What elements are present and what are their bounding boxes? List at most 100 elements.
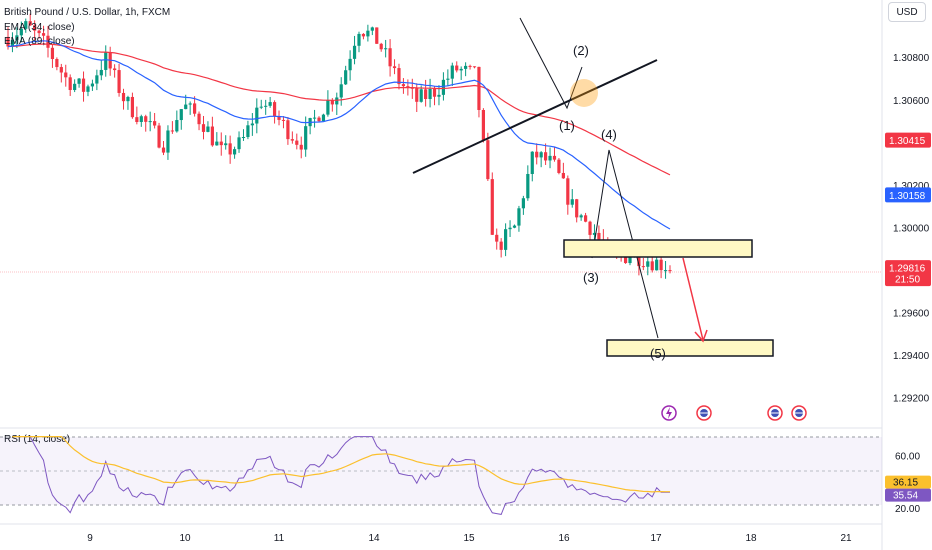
price-axis[interactable]: 1.30800 1.30600 1.30200 1.30000 1.29600 1.294… xyxy=(885,53,931,405)
rsi-tag-label: 36.15 xyxy=(893,478,918,489)
candle-body xyxy=(455,65,459,71)
candle-body xyxy=(135,117,139,122)
candle-body xyxy=(33,25,37,31)
candle-body xyxy=(548,155,552,161)
candle-body xyxy=(459,68,463,71)
candle-body xyxy=(330,100,334,105)
candle-body xyxy=(472,66,477,68)
candle-body xyxy=(113,68,117,71)
ema-fast-line xyxy=(7,40,671,230)
price-tag-label: 1.29816 xyxy=(889,264,926,275)
wave-label-4: (4) xyxy=(601,127,617,142)
time-tick-label: 18 xyxy=(745,533,757,544)
price-tick-label: 1.30000 xyxy=(893,223,930,234)
candle-body xyxy=(95,75,99,84)
time-tick-label: 14 xyxy=(368,533,380,544)
projection-arrow-head[interactable] xyxy=(694,329,708,343)
candle-body xyxy=(646,261,650,267)
candle-body xyxy=(366,30,370,37)
candle-body xyxy=(419,89,423,102)
rsi-axis[interactable]: 60.00 20.00 36.15 35.54 xyxy=(885,451,931,515)
rsi-tick-label: 60.00 xyxy=(895,451,920,462)
rsi-ma-line xyxy=(12,436,670,493)
candle-body xyxy=(517,208,521,226)
candle-body xyxy=(139,116,143,122)
time-tick-label: 16 xyxy=(558,533,570,544)
candle-body xyxy=(37,30,41,34)
price-tag xyxy=(885,187,931,203)
candle-body xyxy=(228,143,232,155)
candle-body xyxy=(86,86,90,92)
candle-body xyxy=(486,140,490,180)
currency-button[interactable]: USD xyxy=(888,2,926,22)
candle-body xyxy=(490,179,494,235)
candle-body xyxy=(179,109,183,121)
candle-body xyxy=(495,234,499,242)
candle-body xyxy=(50,47,55,60)
time-tick-label: 11 xyxy=(274,533,285,544)
candle-body xyxy=(628,257,632,264)
ema-fast-legend[interactable]: EMA (34, close) xyxy=(4,22,75,33)
candle-body xyxy=(144,116,148,122)
price-tag-time: 21:50 xyxy=(895,275,920,286)
rsi-label[interactable]: RSI (14, close) xyxy=(4,434,70,445)
candle-body xyxy=(295,140,299,145)
price-tick-label: 1.29200 xyxy=(893,394,930,405)
candle-body xyxy=(126,96,130,102)
candle-body xyxy=(55,59,59,68)
rsi-tag-label: 35.54 xyxy=(893,491,918,502)
projection-arrow-shaft[interactable] xyxy=(682,257,704,341)
candle-body xyxy=(406,86,410,88)
candle-body xyxy=(388,48,392,67)
candle-body xyxy=(153,121,157,126)
candle-body xyxy=(415,88,419,102)
candle-body xyxy=(250,123,254,126)
wave-label-5: (5) xyxy=(650,346,666,361)
ema-slow-legend[interactable]: EMA (89, close) xyxy=(4,36,75,47)
candle-body xyxy=(99,69,103,76)
time-axis[interactable]: 9 10 11 14 15 16 17 18 21 xyxy=(87,533,852,544)
resistance-box[interactable] xyxy=(563,239,753,258)
wave-lines-bottom[interactable] xyxy=(591,149,659,339)
candle-body xyxy=(428,88,432,99)
candle-body xyxy=(424,89,428,99)
candle-body xyxy=(637,252,641,267)
candle-body xyxy=(41,33,46,36)
candle-body xyxy=(210,126,214,146)
candle-body xyxy=(326,100,330,115)
target-box[interactable] xyxy=(606,339,774,357)
wave-label-3: (3) xyxy=(583,270,599,285)
candle-body xyxy=(512,225,517,228)
time-tick-label: 10 xyxy=(179,533,191,544)
candle-body xyxy=(272,102,277,117)
us-flag-event-icon[interactable] xyxy=(696,405,712,421)
candle-body xyxy=(184,104,188,110)
candle-body xyxy=(668,270,672,272)
uk-flag-event-icon[interactable] xyxy=(767,405,783,421)
lightning-event-icon[interactable] xyxy=(661,405,677,421)
candle-body xyxy=(464,65,468,69)
trendline[interactable] xyxy=(412,59,658,174)
candle-body xyxy=(259,106,263,108)
us-flag-event-icon[interactable] xyxy=(791,405,807,421)
candle-body xyxy=(317,117,321,122)
candle-body xyxy=(650,261,654,271)
candle-body xyxy=(481,109,485,141)
candle-body xyxy=(90,83,95,87)
candle-body xyxy=(148,121,152,123)
symbol-title[interactable]: British Pound / U.S. Dollar, 1h, FXCM xyxy=(4,7,170,18)
candle-body xyxy=(535,151,539,158)
candle-body xyxy=(304,126,308,150)
candle-body xyxy=(446,78,450,80)
candle-body xyxy=(477,66,481,110)
candle-body xyxy=(441,79,446,95)
breakout-circle[interactable] xyxy=(570,79,598,107)
wave-lines-top[interactable] xyxy=(519,17,583,110)
candle-body xyxy=(370,27,374,31)
economic-events[interactable] xyxy=(661,405,807,421)
price-tag xyxy=(885,132,931,148)
candle-body xyxy=(299,144,303,150)
candle-body xyxy=(432,88,437,97)
candle-body xyxy=(232,149,237,155)
